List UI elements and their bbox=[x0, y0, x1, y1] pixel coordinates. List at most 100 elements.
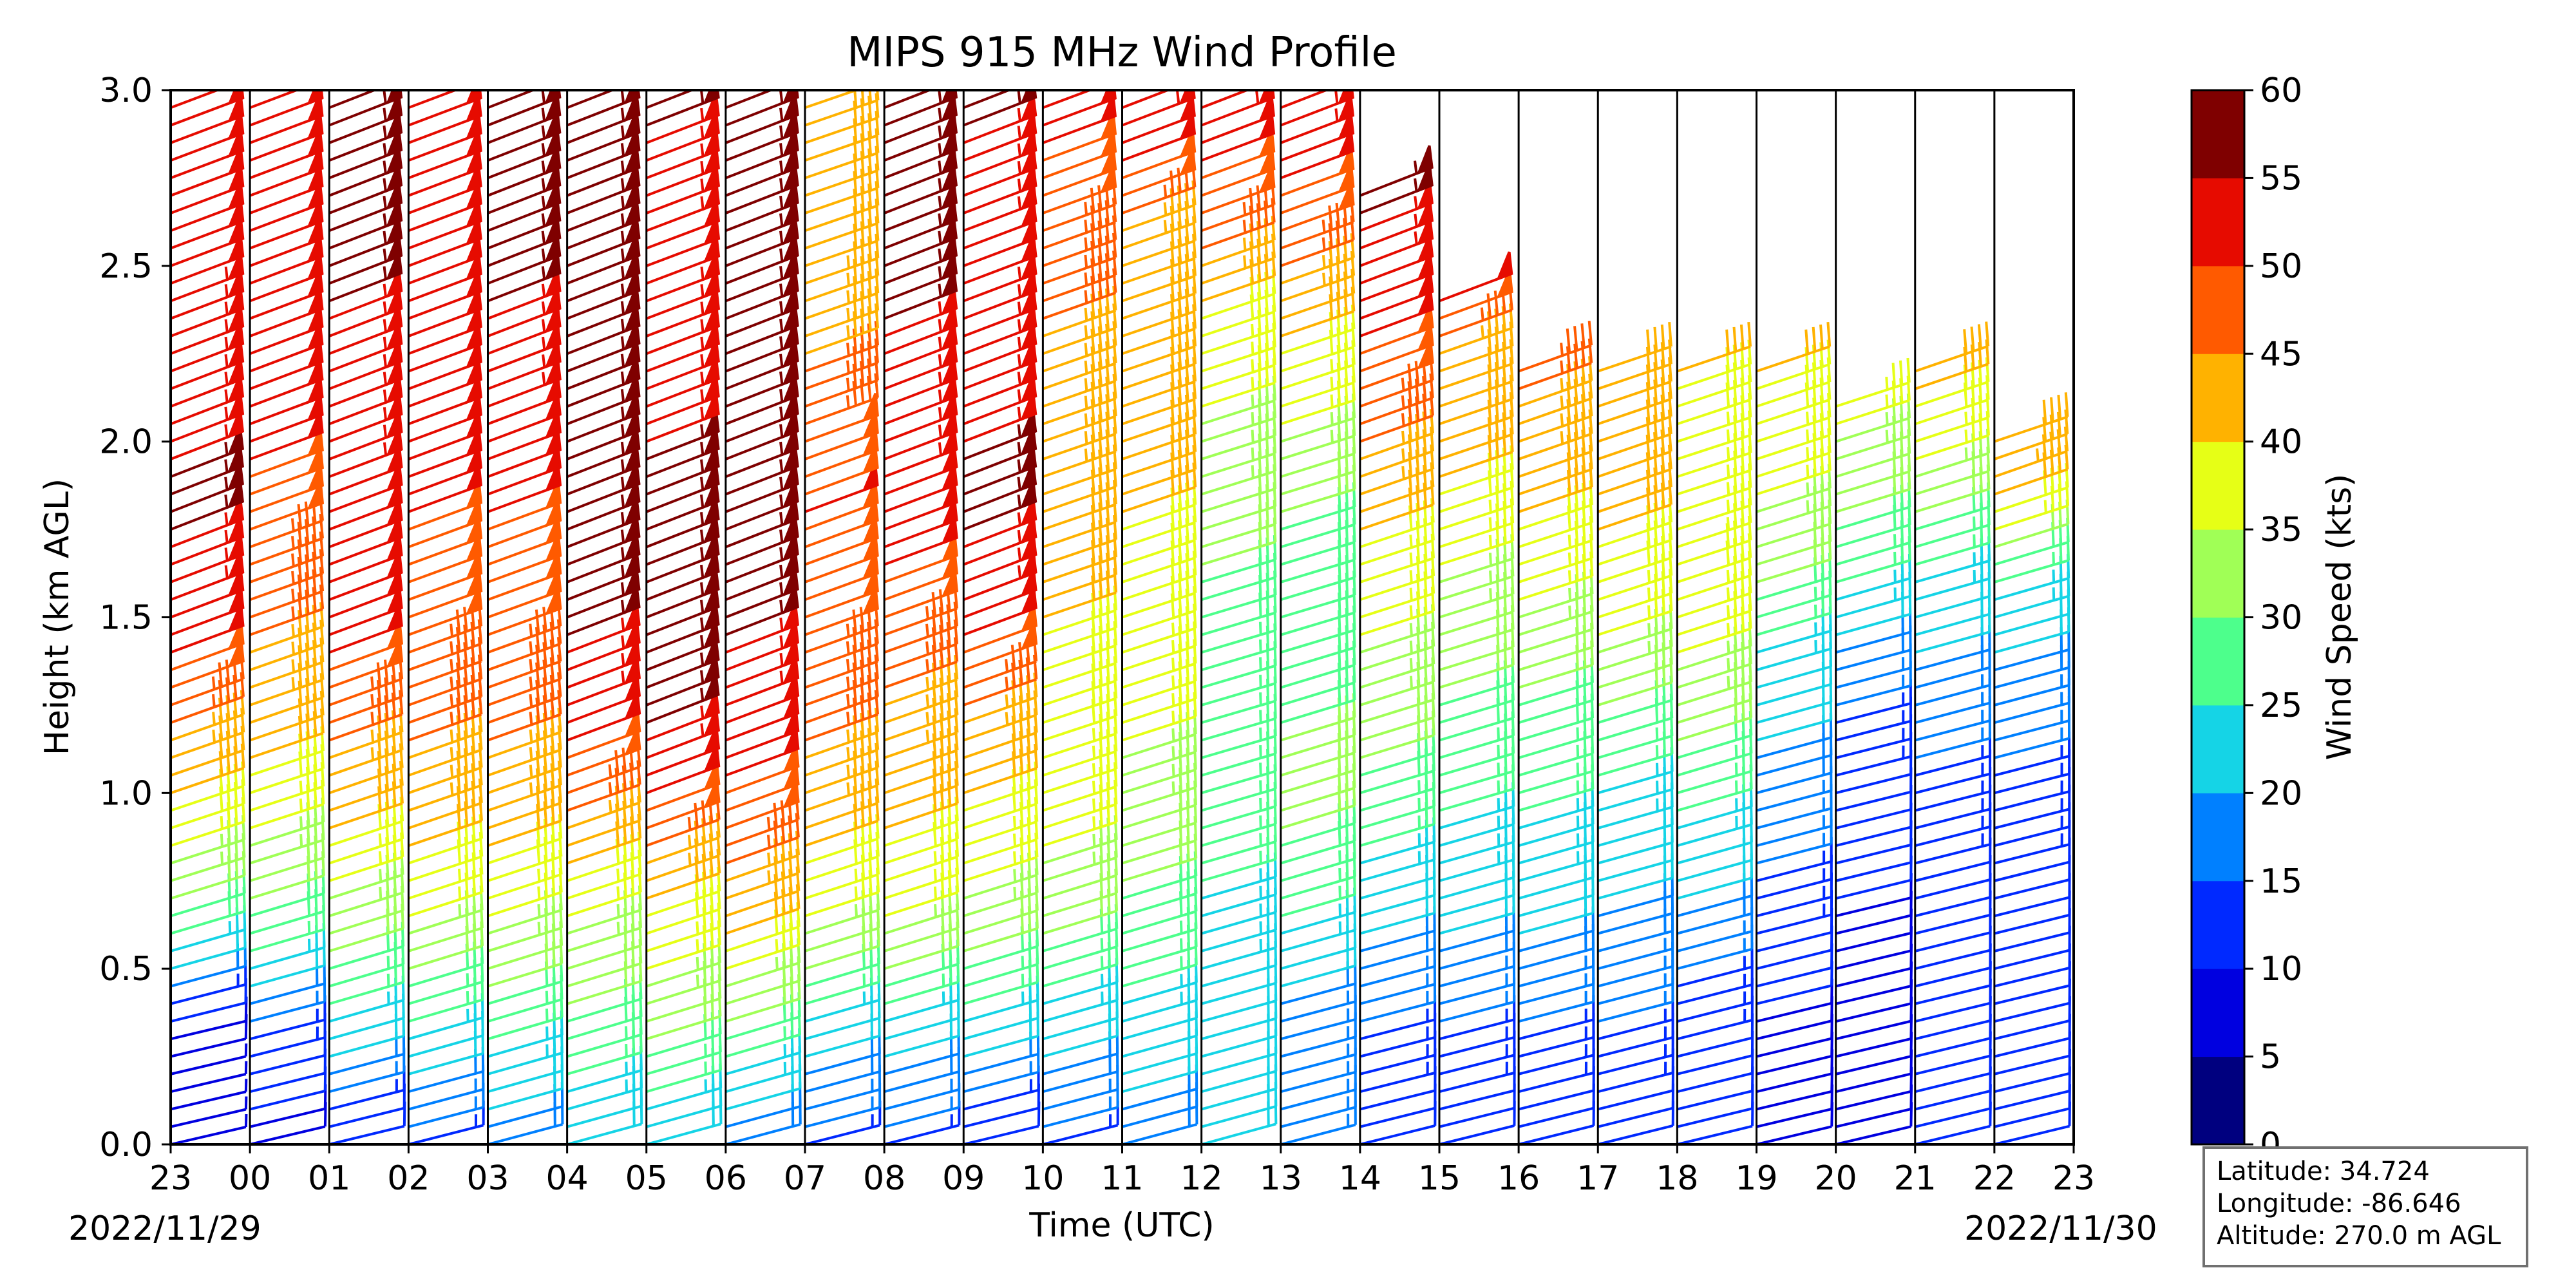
wind-barb bbox=[1439, 587, 1515, 636]
barb-full bbox=[319, 673, 325, 698]
wind-barb bbox=[328, 603, 403, 654]
barb-shaft bbox=[249, 838, 325, 865]
wind-barb bbox=[1042, 285, 1117, 337]
barb-shaft bbox=[566, 873, 641, 900]
barb-full bbox=[932, 680, 937, 705]
barb-full bbox=[478, 725, 483, 750]
wind-barb bbox=[328, 797, 404, 848]
barb-half bbox=[938, 160, 942, 174]
barb-full bbox=[874, 286, 880, 311]
barb-half bbox=[1084, 254, 1088, 269]
barb-shaft bbox=[1518, 965, 1594, 988]
barb-full bbox=[931, 592, 937, 617]
barb-shaft bbox=[1280, 470, 1355, 496]
wind-barb bbox=[1121, 410, 1197, 460]
barb-half bbox=[933, 868, 938, 882]
barb-flag bbox=[227, 585, 245, 615]
wind-barb bbox=[1439, 303, 1514, 355]
wind-barb bbox=[725, 408, 799, 460]
wind-barb bbox=[566, 338, 641, 390]
barb-half bbox=[1259, 886, 1262, 899]
barb-half bbox=[620, 459, 625, 473]
wind-barb bbox=[250, 90, 254, 91]
barb-shaft bbox=[408, 927, 483, 952]
barb-full bbox=[860, 98, 865, 123]
barb-shaft bbox=[566, 837, 641, 865]
barb-half bbox=[1251, 341, 1255, 355]
wind-barb bbox=[1121, 621, 1197, 672]
barb-shaft bbox=[1280, 1123, 1356, 1144]
wind-barb bbox=[646, 461, 720, 513]
barb-half bbox=[378, 833, 383, 847]
barb-half bbox=[1017, 565, 1022, 579]
wind-barb bbox=[1042, 656, 1118, 706]
barb-full bbox=[478, 778, 483, 803]
barb-full bbox=[225, 695, 231, 720]
barb-shaft bbox=[1201, 1052, 1276, 1075]
barb-shaft bbox=[804, 677, 878, 706]
wind-barb bbox=[1121, 286, 1197, 337]
barb-full bbox=[954, 708, 959, 733]
barb-full bbox=[319, 584, 325, 609]
barb-half bbox=[541, 143, 546, 156]
barb-shaft bbox=[804, 999, 880, 1023]
barb-shaft bbox=[1280, 681, 1356, 706]
barb-half bbox=[1330, 359, 1334, 372]
barb-full bbox=[853, 153, 858, 178]
barb-shaft bbox=[249, 625, 323, 654]
barb-full bbox=[636, 778, 641, 803]
barb-shaft bbox=[804, 1088, 880, 1111]
wind-barb bbox=[249, 815, 325, 865]
barb-half bbox=[1100, 956, 1104, 969]
wind-barb bbox=[328, 814, 404, 865]
wind-barb bbox=[171, 708, 245, 759]
barb-flag bbox=[784, 58, 797, 85]
barb-full bbox=[232, 674, 238, 700]
wind-barb bbox=[804, 636, 879, 689]
barb-shaft bbox=[567, 909, 641, 935]
wind-barb bbox=[408, 761, 483, 812]
barb-flag bbox=[468, 59, 481, 86]
barb-shaft bbox=[1359, 1106, 1435, 1128]
barb-flag bbox=[1496, 251, 1513, 281]
barb-full bbox=[852, 627, 858, 652]
wind-barb bbox=[1121, 480, 1197, 531]
barb-half bbox=[1084, 202, 1088, 215]
barb-half bbox=[938, 108, 942, 121]
barb-full bbox=[471, 728, 476, 753]
wind-barb bbox=[804, 90, 860, 109]
barb-full bbox=[391, 710, 397, 735]
barb-shaft bbox=[1042, 1124, 1119, 1144]
barb-half bbox=[1409, 587, 1413, 601]
wind-barb bbox=[1359, 426, 1435, 478]
barb-half bbox=[846, 325, 850, 339]
barb-shaft bbox=[1439, 770, 1514, 795]
barb-shaft bbox=[1439, 1106, 1515, 1128]
barb-flag bbox=[623, 620, 641, 650]
wind-barb bbox=[1359, 710, 1435, 759]
wind-barb bbox=[566, 795, 642, 848]
barb-shaft bbox=[1201, 682, 1276, 706]
wind-barb bbox=[249, 513, 324, 566]
barb-half bbox=[383, 407, 388, 421]
barb-full bbox=[535, 750, 540, 775]
barb-shaft bbox=[1518, 840, 1594, 865]
wind-barb bbox=[1280, 251, 1356, 303]
barb-shaft bbox=[1439, 1036, 1515, 1058]
barb-shaft bbox=[1121, 945, 1197, 971]
barb-shaft bbox=[249, 946, 325, 971]
barb-full bbox=[456, 733, 461, 758]
wind-barb bbox=[328, 690, 404, 742]
barb-half bbox=[616, 922, 620, 935]
barb-shaft bbox=[1359, 734, 1435, 759]
barb-half bbox=[779, 178, 784, 192]
wind-barb bbox=[487, 690, 562, 742]
barb-shaft bbox=[1359, 1071, 1435, 1094]
barb-half bbox=[1259, 815, 1262, 829]
barb-shaft bbox=[328, 1106, 405, 1128]
barb-shaft bbox=[1280, 540, 1356, 566]
barb-half bbox=[700, 424, 705, 438]
wind-barb bbox=[804, 778, 880, 829]
barb-shaft bbox=[249, 928, 325, 952]
barb-half bbox=[383, 108, 387, 121]
